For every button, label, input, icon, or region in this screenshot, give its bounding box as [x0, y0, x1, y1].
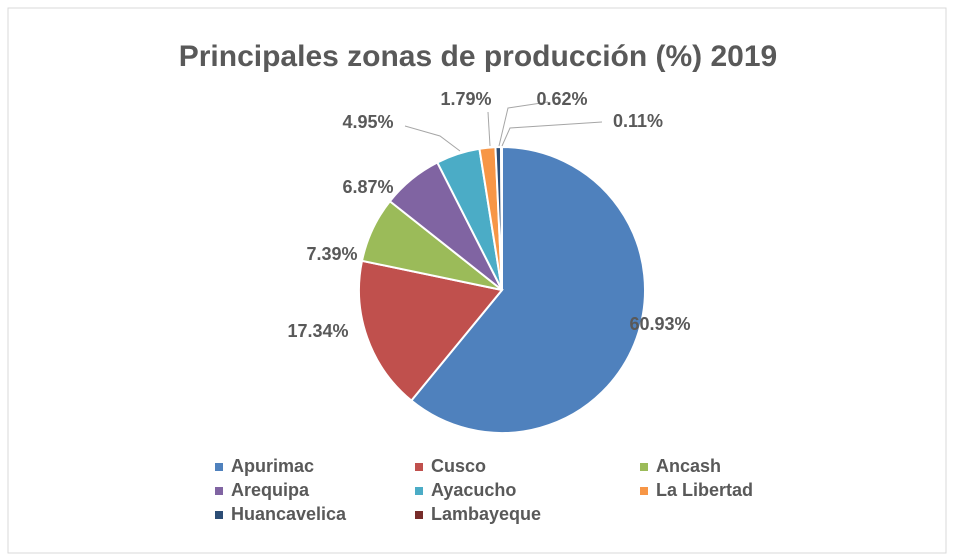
legend-label: Lambayeque: [431, 504, 541, 524]
data-label: 0.11%: [613, 111, 663, 131]
chart-title: Principales zonas de producción (%) 2019: [179, 40, 778, 73]
pie-slice: [500, 145, 503, 291]
data-label: 0.62%: [536, 89, 587, 109]
data-label: 1.79%: [440, 89, 491, 109]
data-label: 6.87%: [342, 177, 393, 197]
data-label: 7.39%: [306, 244, 357, 264]
leader-line: [501, 121, 603, 147]
legend-swatch: [415, 511, 423, 519]
pie-slice: [358, 259, 504, 402]
legend-label: Huancavelica: [231, 504, 347, 524]
data-label: 60.93%: [629, 314, 690, 334]
data-label: 17.34%: [287, 321, 348, 341]
legend-label: Arequipa: [231, 480, 310, 500]
leader-line: [404, 125, 461, 152]
legend-label: Ayacucho: [431, 480, 516, 500]
leader-line: [487, 111, 491, 147]
legend-label: Ancash: [656, 456, 721, 476]
legend-label: La Libertad: [656, 480, 753, 500]
legend-swatch: [415, 487, 423, 495]
legend-swatch: [215, 511, 223, 519]
legend-swatch: [215, 463, 223, 471]
data-label: 4.95%: [342, 112, 393, 132]
legend-swatch: [415, 463, 423, 471]
leader-line: [498, 101, 549, 147]
legend-swatch: [640, 487, 648, 495]
legend-swatch: [640, 463, 648, 471]
legend-label: Cusco: [431, 456, 486, 476]
legend-swatch: [215, 487, 223, 495]
pie-slice: [409, 145, 646, 434]
legend-label: Apurimac: [231, 456, 314, 476]
